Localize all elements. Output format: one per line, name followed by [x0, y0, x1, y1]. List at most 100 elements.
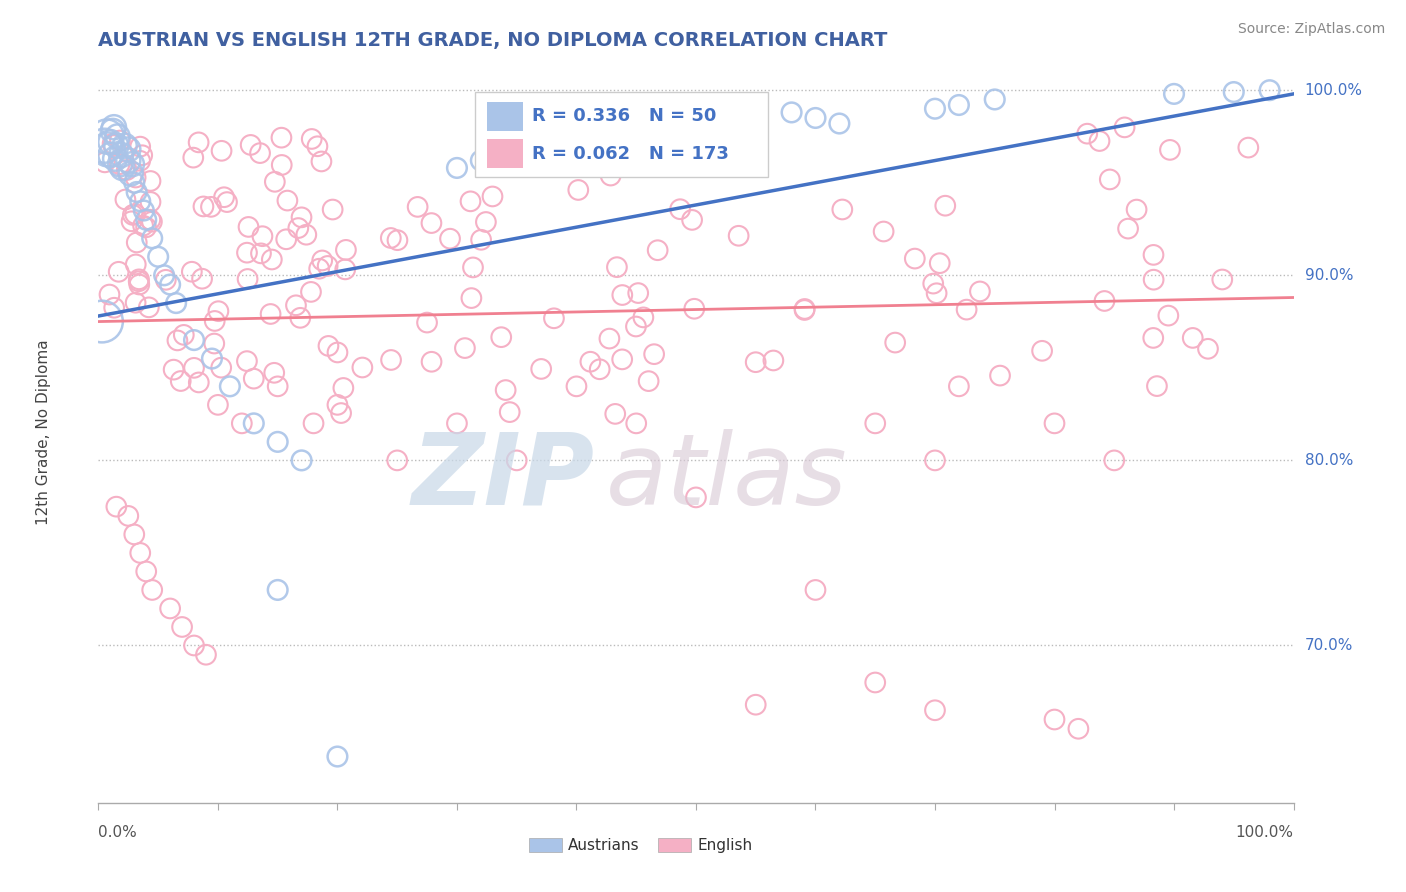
- Point: [103, 120, 125, 135]
- Point: [270, 130, 292, 145]
- Point: [128, 277, 150, 292]
- Point: [267, 434, 290, 449]
- Point: [125, 235, 148, 250]
- Point: [530, 362, 553, 376]
- Point: [311, 253, 333, 268]
- Point: [201, 351, 224, 366]
- Point: [311, 154, 333, 169]
- Point: [135, 220, 157, 235]
- Point: [98, 287, 121, 301]
- Point: [276, 194, 298, 208]
- Point: [93, 138, 115, 153]
- Point: [1163, 87, 1185, 101]
- Text: English: English: [697, 838, 752, 853]
- Point: [643, 347, 665, 361]
- Point: [1043, 713, 1066, 727]
- Point: [969, 285, 991, 299]
- Point: [114, 138, 136, 153]
- Point: [630, 156, 652, 170]
- Point: [633, 310, 655, 325]
- Point: [385, 453, 409, 467]
- Point: [193, 199, 215, 213]
- Point: [212, 190, 235, 204]
- Point: [138, 301, 160, 315]
- Point: [709, 120, 731, 135]
- Point: [612, 288, 634, 302]
- Point: [270, 158, 292, 172]
- Point: [626, 417, 648, 431]
- Point: [263, 366, 285, 380]
- Point: [904, 252, 927, 266]
- Point: [295, 227, 318, 242]
- Point: [1142, 331, 1164, 345]
- Point: [1098, 172, 1121, 186]
- Point: [335, 262, 357, 277]
- Point: [1146, 379, 1168, 393]
- Point: [141, 215, 163, 229]
- Point: [200, 200, 222, 214]
- Point: [326, 345, 349, 359]
- Point: [495, 383, 517, 397]
- Point: [121, 157, 143, 171]
- Point: [129, 194, 152, 209]
- Point: [865, 417, 887, 431]
- Point: [183, 360, 205, 375]
- Point: [872, 225, 894, 239]
- Point: [239, 137, 262, 152]
- Point: [267, 582, 290, 597]
- Point: [287, 221, 309, 235]
- Point: [291, 453, 314, 467]
- FancyBboxPatch shape: [529, 838, 562, 853]
- Point: [1043, 417, 1066, 431]
- Point: [1143, 273, 1166, 287]
- Point: [831, 202, 853, 217]
- Point: [922, 277, 945, 291]
- Point: [380, 231, 402, 245]
- Point: [128, 272, 150, 286]
- Point: [1142, 248, 1164, 262]
- FancyBboxPatch shape: [486, 102, 523, 131]
- Point: [110, 148, 132, 162]
- Point: [627, 286, 650, 301]
- Point: [285, 298, 308, 312]
- Point: [599, 169, 621, 183]
- Point: [1076, 127, 1098, 141]
- Point: [173, 327, 195, 342]
- Point: [260, 252, 283, 267]
- Point: [135, 565, 157, 579]
- Point: [139, 174, 162, 188]
- Point: [195, 648, 218, 662]
- Point: [1197, 342, 1219, 356]
- Point: [107, 265, 129, 279]
- Point: [1067, 722, 1090, 736]
- Point: [1104, 453, 1126, 467]
- Point: [1181, 331, 1204, 345]
- Point: [948, 98, 970, 112]
- Point: [606, 260, 628, 275]
- Point: [132, 219, 155, 233]
- Point: [96, 129, 118, 144]
- Text: 12th Grade, No Diploma: 12th Grade, No Diploma: [35, 340, 51, 525]
- Point: [172, 620, 194, 634]
- Text: ZIP: ZIP: [412, 428, 595, 525]
- Text: 70.0%: 70.0%: [1305, 638, 1353, 653]
- Point: [745, 698, 768, 712]
- Point: [129, 139, 152, 153]
- Point: [105, 138, 128, 153]
- Point: [166, 334, 188, 348]
- Point: [1223, 85, 1246, 99]
- Point: [865, 675, 887, 690]
- Point: [162, 362, 184, 376]
- Point: [1159, 143, 1181, 157]
- Point: [94, 155, 117, 169]
- Point: [928, 256, 950, 270]
- Point: [121, 214, 143, 228]
- Point: [236, 245, 259, 260]
- Point: [263, 175, 285, 189]
- Point: [420, 355, 443, 369]
- Point: [1237, 140, 1260, 154]
- Point: [793, 301, 815, 316]
- Point: [209, 360, 232, 375]
- Point: [804, 582, 827, 597]
- Point: [159, 601, 181, 615]
